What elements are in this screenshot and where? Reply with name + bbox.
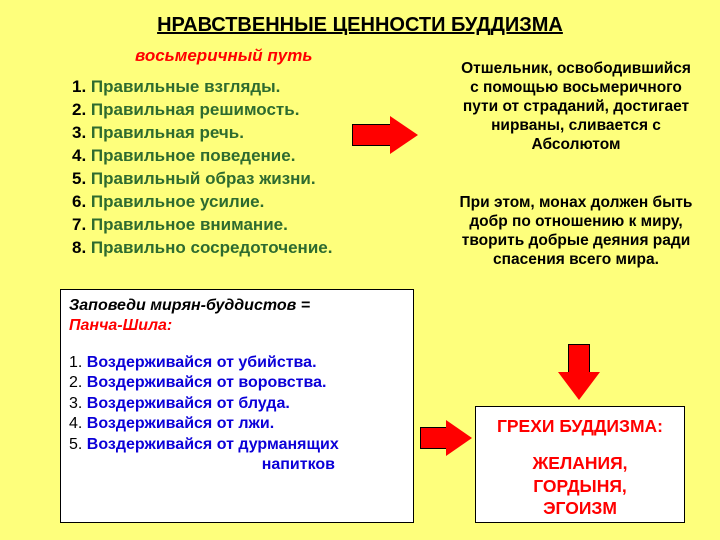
page-title: НРАВСТВЕННЫЕ ЦЕННОСТИ БУДДИЗМА (0, 14, 720, 37)
paragraph-nirvana: Отшельник, освободившийся с помощью вось… (456, 60, 696, 155)
sins-title: ГРЕХИ БУДДИЗМА: (476, 415, 684, 438)
eightfold-path-list: 1. Правильные взгляды. 2. Правильная реш… (72, 76, 332, 260)
list-item: 4. Правильное поведение. (72, 145, 332, 168)
sins-line: ГОРДЫНЯ, (476, 475, 684, 498)
sins-line: ЭГОИЗМ (476, 497, 684, 520)
precepts-tail: напитков (69, 455, 405, 475)
list-item: 6. Правильное усилие. (72, 191, 332, 214)
paragraph-kindness: При этом, монах должен быть добр по отно… (456, 194, 696, 270)
list-item: 5. Воздерживайся от дурманящих (69, 435, 405, 455)
list-item: 7. Правильное внимание. (72, 214, 332, 237)
list-item: 3. Правильная речь. (72, 122, 332, 145)
list-item: 2. Воздерживайся от воровства. (69, 373, 405, 393)
sins-line: ЖЕЛАНИЯ, (476, 452, 684, 475)
list-item: 2. Правильная решимость. (72, 99, 332, 122)
subtitle-eightfold: восьмеричный путь (135, 46, 312, 66)
list-item: 8. Правильно сосредоточение. (72, 237, 332, 260)
precepts-box: Заповеди мирян-буддистов = Панча-Шила: 1… (60, 289, 414, 523)
precepts-name: Панча-Шила: (69, 316, 405, 336)
list-item: 5. Правильный образ жизни. (72, 168, 332, 191)
list-item: 1. Воздерживайся от убийства. (69, 353, 405, 373)
sins-box: ГРЕХИ БУДДИЗМА: ЖЕЛАНИЯ, ГОРДЫНЯ, ЭГОИЗМ (475, 406, 685, 523)
list-item: 3. Воздерживайся от блуда. (69, 394, 405, 414)
precepts-header: Заповеди мирян-буддистов = (69, 296, 405, 316)
list-item: 1. Правильные взгляды. (72, 76, 332, 99)
list-item: 4. Воздерживайся от лжи. (69, 414, 405, 434)
